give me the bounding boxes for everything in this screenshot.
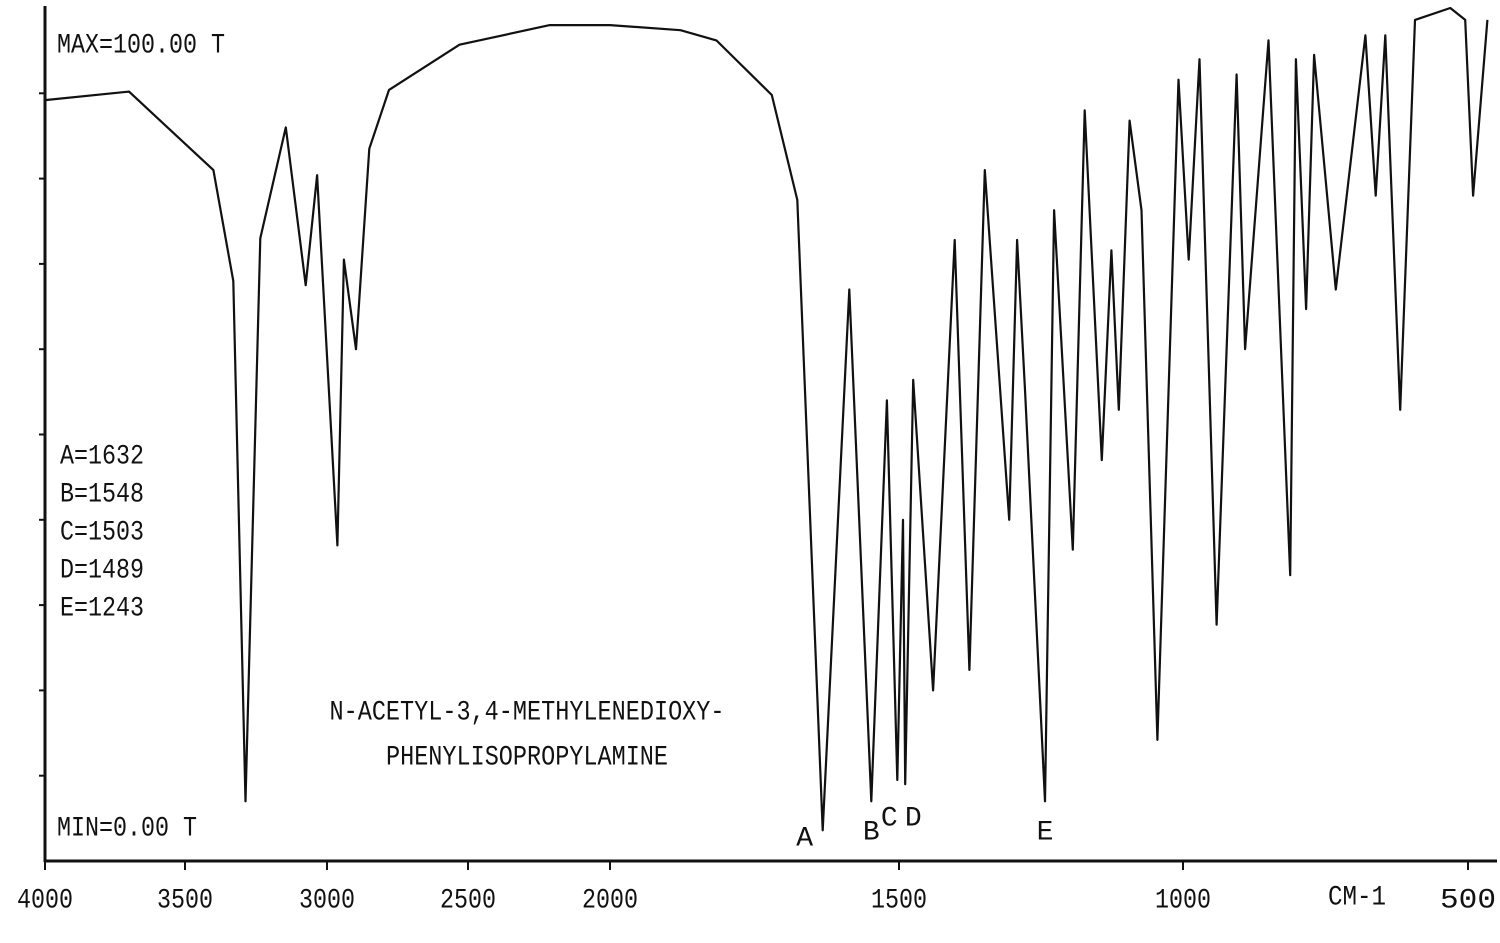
peak-table-entry: C=1503 xyxy=(60,517,144,548)
min-label: MIN=0.00 T xyxy=(57,813,197,844)
peak-label: B xyxy=(863,817,880,848)
max-label: MAX=100.00 T xyxy=(57,30,225,61)
compound-name: N-ACETYL-3,4-METHYLENEDIOXY- xyxy=(330,697,725,728)
x-tick-label: 500 xyxy=(1440,885,1496,916)
x-tick-label: 1500 xyxy=(871,885,927,916)
peak-table-entry: A=1632 xyxy=(60,441,144,472)
spectrum-line xyxy=(44,6,1489,832)
x-tick-label: 3500 xyxy=(157,885,213,916)
compound-name: PHENYLISOPROPYLAMINE xyxy=(386,742,668,773)
peak-label: C xyxy=(881,803,898,834)
x-tick-label: 4000 xyxy=(17,885,73,916)
x-tick-label: 2500 xyxy=(440,885,496,916)
x-tick-label: 1000 xyxy=(1155,885,1211,916)
x-tick-label: 2000 xyxy=(582,885,638,916)
peak-table-entry: D=1489 xyxy=(60,555,144,586)
x-axis-label: CM-1 xyxy=(1328,882,1386,913)
peak-table-entry: E=1243 xyxy=(60,593,144,624)
peak-label: D xyxy=(905,803,922,834)
peak-table-entry: B=1548 xyxy=(60,479,144,510)
peak-label: E xyxy=(1037,817,1054,848)
x-tick-label: 3000 xyxy=(299,885,355,916)
peak-label: A xyxy=(796,823,813,854)
